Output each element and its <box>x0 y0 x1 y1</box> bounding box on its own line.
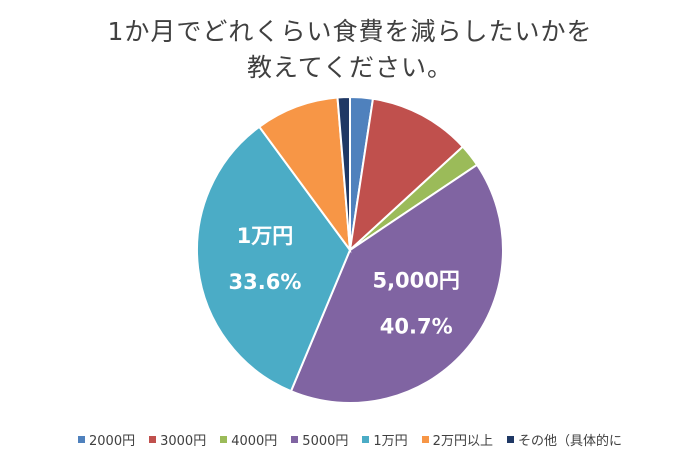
legend-item-2万円以上: 2万円以上 <box>421 430 493 449</box>
chart-title-line-2: 教えてください。 <box>246 53 453 82</box>
legend-label: その他（具体的に <box>517 434 622 449</box>
legend-item-5000円: 5000円 <box>291 430 348 449</box>
legend-label: 2000円 <box>89 434 136 449</box>
pie-slice-5000円 <box>289 163 504 404</box>
legend-item-1万円: 1万円 <box>362 430 408 449</box>
legend: 2000円 3000円 4000円 5000円 1万円 2万円以上 その他（具体的に <box>0 430 700 449</box>
legend-swatch <box>78 436 86 443</box>
data-label-1万円-percent: 33.6% <box>229 270 302 294</box>
chart-title: 1か月でどれくらい食費を減らしたいかを 教えてください。 <box>0 14 700 86</box>
legend-label: 4000円 <box>231 434 278 449</box>
legend-swatch <box>149 436 157 443</box>
legend-label: 2万円以上 <box>432 434 493 449</box>
pie-slice-3000円 <box>348 97 465 253</box>
legend-swatch <box>220 436 228 443</box>
pie-slice-2万円以上 <box>257 96 352 254</box>
legend-swatch <box>506 436 514 443</box>
legend-label: 5000円 <box>302 434 349 449</box>
data-label-1万円-category: 1万円 <box>237 224 294 248</box>
legend-label: 3000円 <box>160 434 207 449</box>
legend-item-その他-具体的に: その他（具体的に <box>506 430 622 449</box>
data-label-5000円-percent: 40.7% <box>380 314 453 338</box>
legend-swatch <box>362 436 370 443</box>
pie-slice-1万円 <box>196 125 352 393</box>
data-label-5000円-category: 5,000円 <box>372 268 459 292</box>
chart-title-line-1: 1か月でどれくらい食費を減らしたいかを <box>107 17 593 46</box>
pie-slice-その他-具体的に <box>336 95 351 251</box>
legend-item-4000円: 4000円 <box>220 430 277 449</box>
legend-item-3000円: 3000円 <box>149 430 206 449</box>
legend-item-2000円: 2000円 <box>78 430 135 449</box>
legend-swatch <box>291 436 299 443</box>
legend-label: 1万円 <box>373 434 408 449</box>
legend-swatch <box>421 436 429 443</box>
